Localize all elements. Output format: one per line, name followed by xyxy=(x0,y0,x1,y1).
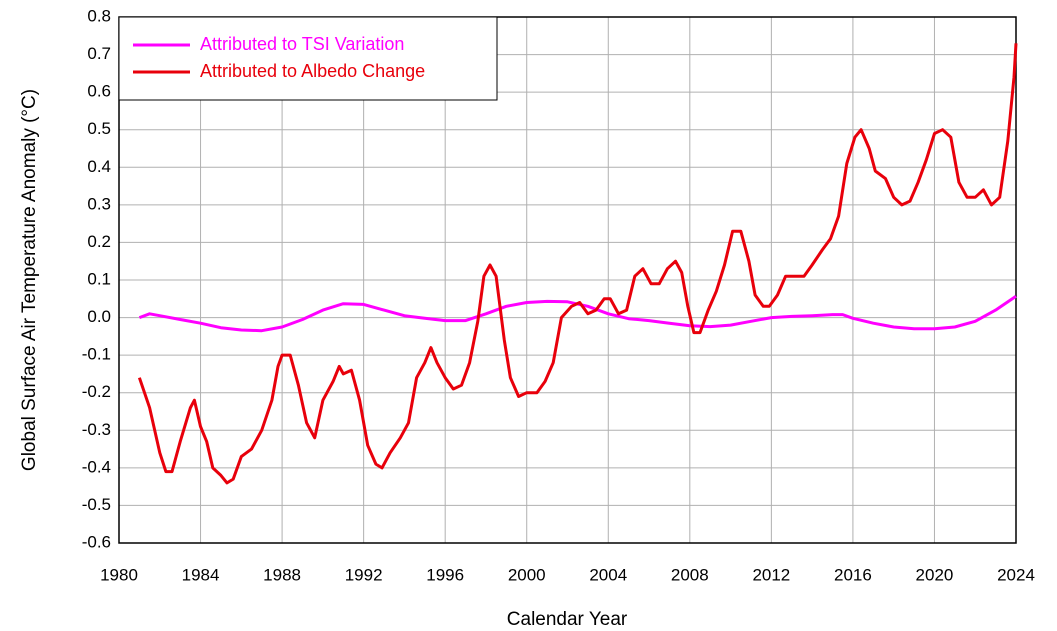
x-tick-label: 2004 xyxy=(589,565,627,584)
y-tick-label: 0.8 xyxy=(87,6,111,25)
y-tick-label: 0.5 xyxy=(87,119,111,138)
y-tick-label: -0.5 xyxy=(82,495,111,514)
line-series xyxy=(137,43,1018,485)
x-tick-label: 1984 xyxy=(182,565,220,584)
y-tick-label: -0.6 xyxy=(82,532,111,551)
x-tick-label: 2000 xyxy=(508,565,546,584)
legend-box xyxy=(118,16,498,101)
x-axis-label: Calendar Year xyxy=(507,609,628,630)
plot-frame xyxy=(118,16,1017,544)
x-tick-label: 1996 xyxy=(426,565,464,584)
y-tick-label: 0.1 xyxy=(87,269,111,288)
x-tick-label: 1988 xyxy=(263,565,301,584)
x-tick-label: 2012 xyxy=(752,565,790,584)
line-series xyxy=(138,294,1017,333)
x-tick-label: 2024 xyxy=(997,565,1035,584)
x-tick-label: 1992 xyxy=(345,565,383,584)
x-tick-label: 1980 xyxy=(100,565,138,584)
y-tick-label: -0.4 xyxy=(82,457,111,476)
legend-label: Attributed to TSI Variation xyxy=(200,34,404,54)
y-tick-label: -0.2 xyxy=(82,382,111,401)
y-tick-label: -0.3 xyxy=(82,420,111,439)
y-tick-label: 0.3 xyxy=(87,194,111,213)
y-tick-label: 0.6 xyxy=(87,82,111,101)
y-axis-label: Global Surface Air Temperature Anomaly (… xyxy=(19,89,40,471)
x-tick-label: 2008 xyxy=(671,565,709,584)
y-tick-label: 0.4 xyxy=(87,157,111,176)
y-tick-label: 0.2 xyxy=(87,232,111,251)
x-tick-label: 2020 xyxy=(916,565,954,584)
y-tick-label: 0.7 xyxy=(87,44,111,63)
x-tick-label: 2016 xyxy=(834,565,872,584)
legend-label: Attributed to Albedo Change xyxy=(200,61,425,81)
y-tick-label: 0.0 xyxy=(87,307,111,326)
y-tick-label: -0.1 xyxy=(82,345,111,364)
